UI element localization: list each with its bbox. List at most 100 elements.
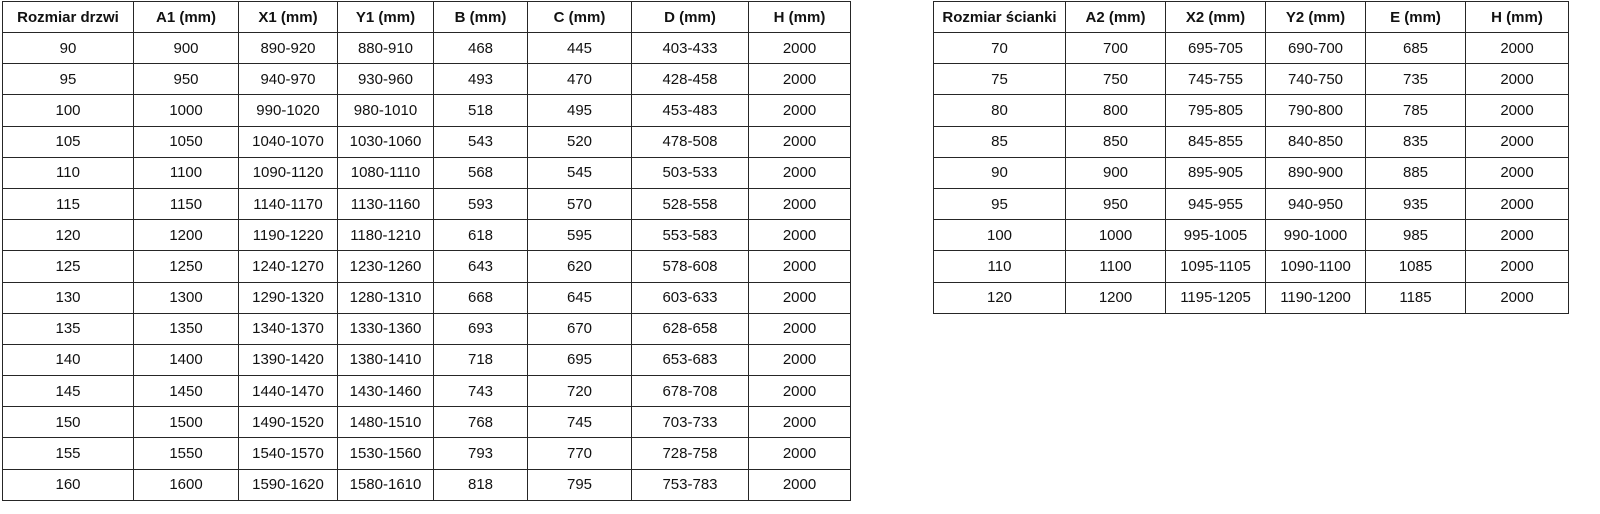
column-header: Rozmiar drzwi [2, 1, 134, 33]
table-cell: 1100 [1065, 250, 1166, 283]
table-cell: 2000 [1465, 156, 1569, 189]
table-cell: 940-970 [238, 63, 338, 96]
table-cell: 2000 [1465, 94, 1569, 127]
table-cell: 1140-1170 [238, 187, 338, 221]
table-cell: 695 [527, 343, 632, 377]
table-row: 120 1200 1190-1220 1180-1210 618 595 553-583 20… [2, 219, 851, 252]
table-cell: 768 [433, 406, 528, 439]
table-row: 145 1450 1440-1470 1430-1460 743 720 678-708 20… [2, 375, 851, 408]
table-cell: 570 [527, 187, 632, 221]
table-cell: 140 [2, 343, 134, 377]
table-cell: 470 [527, 63, 632, 96]
table-cell: 1085 [1365, 250, 1466, 283]
door-size-table: Rozmiar drzwi A1 (mm) X1 (mm) Y1 (mm) B (mm)… [2, 1, 851, 501]
table-cell: 1400 [133, 343, 239, 377]
table-cell: 1150 [133, 187, 239, 221]
table-cell: 990-1020 [238, 94, 338, 127]
table-cell: 1200 [1065, 281, 1166, 314]
table-cell: 468 [433, 31, 528, 65]
column-header: Rozmiar ścianki [933, 1, 1066, 33]
table-row: 95 950 940-970 930-960 493 470 428-458 2000 [2, 63, 851, 96]
door-table-header: Rozmiar drzwi A1 (mm) X1 (mm) Y1 (mm) B (mm)… [2, 1, 851, 33]
table-row: 95 950 945-955 940-950 935 2000 [933, 187, 1569, 221]
table-cell: 685 [1365, 31, 1466, 65]
table-row: 140 1400 1390-1420 1380-1410 718 695 653-683 20… [2, 343, 851, 377]
table-cell: 1130-1160 [337, 187, 434, 221]
table-cell: 695-705 [1165, 31, 1266, 65]
table-cell: 693 [433, 312, 528, 345]
table-row: 100 1000 995-1005 990-1000 985 2000 [933, 219, 1569, 252]
table-cell: 1480-1510 [337, 406, 434, 439]
table-cell: 2000 [1465, 187, 1569, 221]
table-cell: 980-1010 [337, 94, 434, 127]
table-cell: 478-508 [631, 125, 749, 158]
table-cell: 670 [527, 312, 632, 345]
table-cell: 1180-1210 [337, 219, 434, 252]
table-cell: 70 [933, 31, 1066, 65]
table-cell: 1090-1120 [238, 156, 338, 189]
table-cell: 785 [1365, 94, 1466, 127]
table-cell: 403-433 [631, 31, 749, 65]
table-cell: 990-1000 [1265, 219, 1366, 252]
table-cell: 1190-1200 [1265, 281, 1366, 314]
table-cell: 2000 [748, 156, 851, 189]
table-cell: 130 [2, 281, 134, 314]
table-cell: 1040-1070 [238, 125, 338, 158]
wall-table-body: 70 700 695-705 690-700 685 2000 75 750 745-755 74… [933, 31, 1569, 314]
table-cell: 690-700 [1265, 31, 1366, 65]
table-cell: 75 [933, 63, 1066, 96]
table-cell: 95 [2, 63, 134, 96]
table-cell: 518 [433, 94, 528, 127]
table-cell: 1090-1100 [1265, 250, 1366, 283]
table-cell: 678-708 [631, 375, 749, 408]
column-header: H (mm) [1465, 1, 1569, 33]
table-cell: 1050 [133, 125, 239, 158]
table-cell: 835 [1365, 125, 1466, 158]
table-cell: 1095-1105 [1165, 250, 1266, 283]
table-cell: 145 [2, 375, 134, 408]
table-cell: 1450 [133, 375, 239, 408]
table-cell: 735 [1365, 63, 1466, 96]
table-cell: 795 [527, 468, 632, 501]
table-row: 125 1250 1240-1270 1230-1260 643 620 578-608 20… [2, 250, 851, 283]
header-row: Rozmiar ścianki A2 (mm) X2 (mm) Y2 (mm) E (m… [933, 1, 1569, 33]
table-cell: 900 [133, 31, 239, 65]
table-cell: 543 [433, 125, 528, 158]
table-cell: 545 [527, 156, 632, 189]
table-row: 70 700 695-705 690-700 685 2000 [933, 31, 1569, 65]
table-cell: 740-750 [1265, 63, 1366, 96]
table-cell: 503-533 [631, 156, 749, 189]
table-cell: 800 [1065, 94, 1166, 127]
table-cell: 950 [133, 63, 239, 96]
table-cell: 745-755 [1165, 63, 1266, 96]
table-cell: 795-805 [1165, 94, 1266, 127]
table-cell: 745 [527, 406, 632, 439]
table-cell: 603-633 [631, 281, 749, 314]
table-cell: 1000 [1065, 219, 1166, 252]
table-cell: 1600 [133, 468, 239, 501]
table-cell: 1190-1220 [238, 219, 338, 252]
table-cell: 2000 [748, 63, 851, 96]
table-cell: 100 [933, 219, 1066, 252]
table-cell: 728-758 [631, 437, 749, 470]
table-row: 80 800 795-805 790-800 785 2000 [933, 94, 1569, 127]
table-cell: 1240-1270 [238, 250, 338, 283]
table-cell: 840-850 [1265, 125, 1366, 158]
table-row: 120 1200 1195-1205 1190-1200 1185 2000 [933, 281, 1569, 314]
table-cell: 2000 [1465, 125, 1569, 158]
wall-table-header: Rozmiar ścianki A2 (mm) X2 (mm) Y2 (mm) E (m… [933, 1, 1569, 33]
table-row: 105 1050 1040-1070 1030-1060 543 520 478-508 20… [2, 125, 851, 158]
table-cell: 668 [433, 281, 528, 314]
table-cell: 2000 [1465, 250, 1569, 283]
table-cell: 880-910 [337, 31, 434, 65]
table-cell: 653-683 [631, 343, 749, 377]
table-cell: 90 [2, 31, 134, 65]
table-cell: 1330-1360 [337, 312, 434, 345]
table-cell: 1580-1610 [337, 468, 434, 501]
column-header: A2 (mm) [1065, 1, 1166, 33]
table-row: 130 1300 1290-1320 1280-1310 668 645 603-633 20… [2, 281, 851, 314]
table-cell: 1000 [133, 94, 239, 127]
table-cell: 2000 [748, 406, 851, 439]
column-header: B (mm) [433, 1, 528, 33]
table-row: 100 1000 990-1020 980-1010 518 495 453-483 2000 [2, 94, 851, 127]
